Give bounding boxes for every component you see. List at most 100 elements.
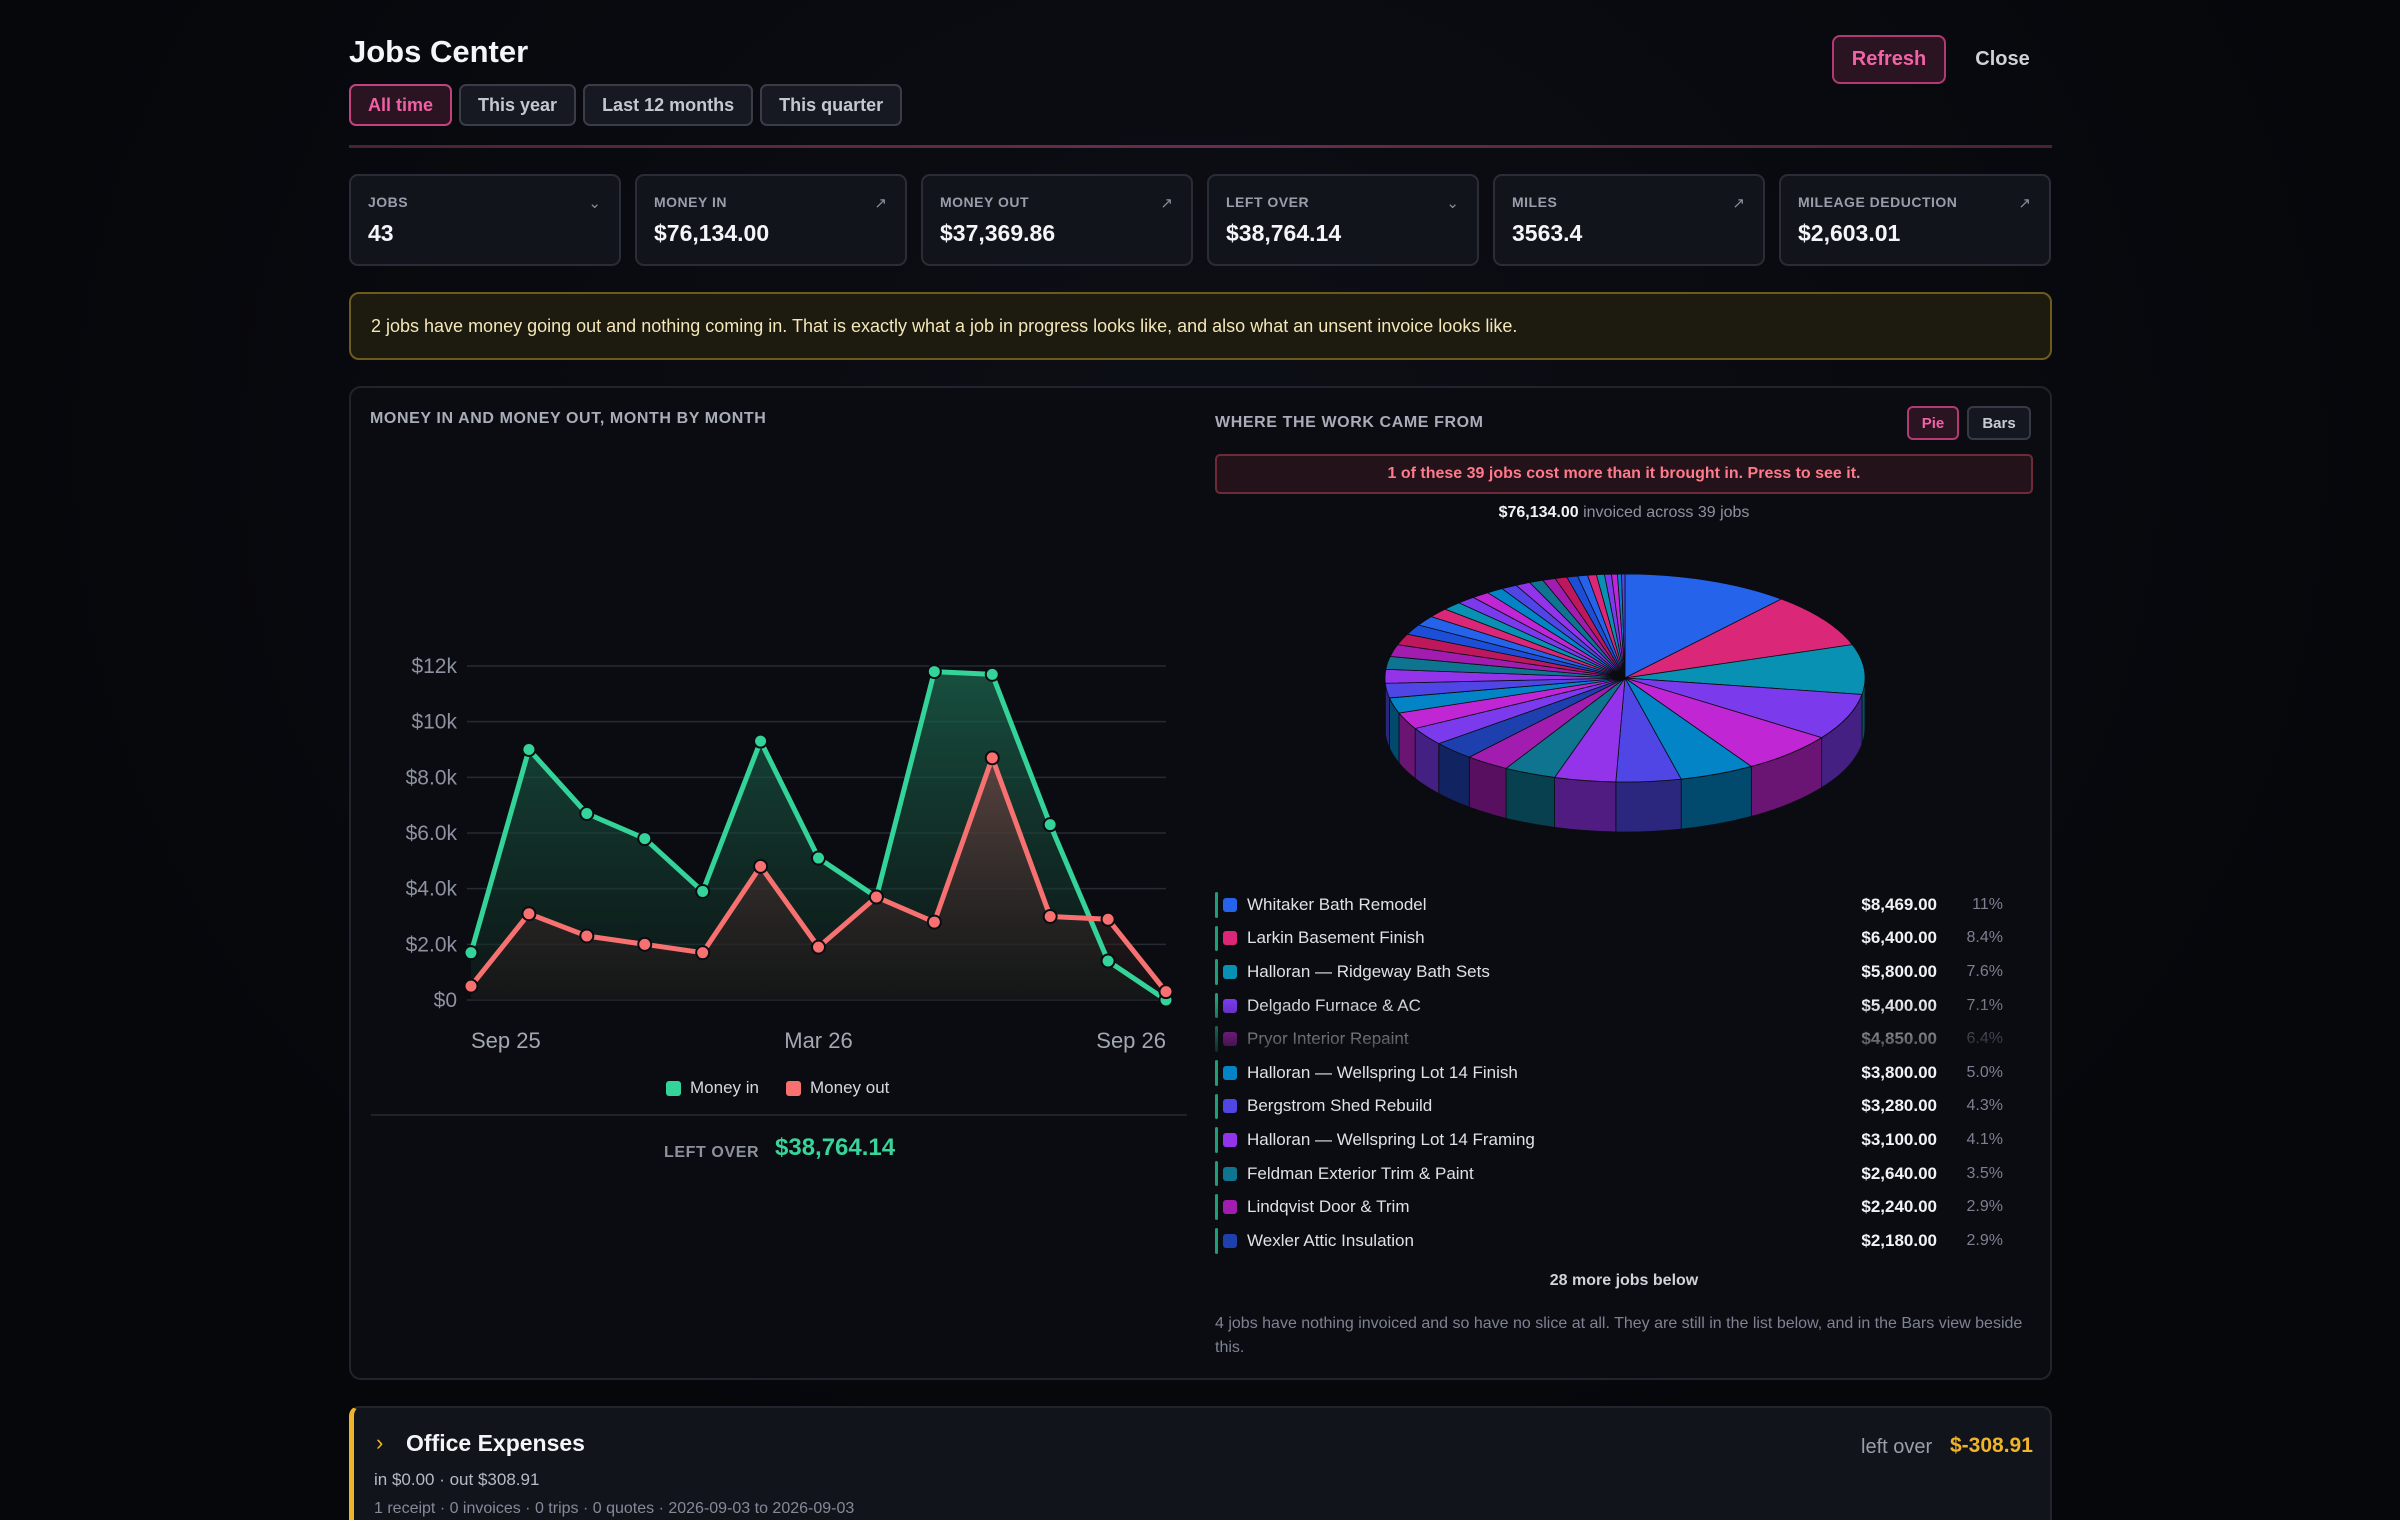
bars-view-toggle[interactable]: Bars <box>1967 406 2031 440</box>
job-accent <box>1215 1227 1218 1254</box>
invoiced-suffix: invoiced across 39 jobs <box>1578 504 1750 521</box>
job-row[interactable]: Larkin Basement Finish $6,400.00 8.4% <box>1215 922 2033 956</box>
job-amount: $5,400.00 <box>1861 995 1937 1015</box>
job-amount: $3,800.00 <box>1861 1062 1937 1082</box>
pie-slice <box>1624 574 1783 679</box>
series-area-money-out <box>471 757 1166 1000</box>
job-row[interactable]: Feldman Exterior Trim & Paint $2,640.00 3.… <box>1215 1157 2033 1191</box>
pie-slice-side <box>1554 776 1617 833</box>
tab-last-12-months[interactable]: Last 12 months <box>583 84 754 126</box>
header-divider <box>349 145 2052 148</box>
loss-alert[interactable]: 1 of these 39 jobs cost more than it bro… <box>1215 454 2033 494</box>
data-point <box>579 806 595 822</box>
job-name: Pryor Interior Repaint <box>1247 1029 1409 1049</box>
job-row[interactable]: Halloran — Wellspring Lot 14 Finish $3,80… <box>1215 1056 2033 1090</box>
job-amount: $3,280.00 <box>1861 1096 1937 1116</box>
job-accent <box>1215 1026 1218 1052</box>
job-accent <box>1215 1160 1218 1187</box>
legend-label: Money in <box>690 1078 759 1097</box>
legend-label: Money out <box>810 1078 890 1097</box>
stat-money-in[interactable]: MONEY IN $76,134.00 ↗ <box>635 174 907 266</box>
job-row[interactable]: Halloran — Ridgeway Bath Sets $5,800.00 7.… <box>1215 955 2033 989</box>
office-meta: 1 receipt · 0 invoices · 0 trips · 0 quo… <box>374 1500 855 1517</box>
job-row[interactable]: Halloran — Wellspring Lot 14 Framing $3,1… <box>1215 1123 2033 1157</box>
job-name: Whitaker Bath Remodel <box>1247 894 1427 914</box>
job-swatch <box>1223 1233 1237 1248</box>
office-expenses-row[interactable]: › Office Expenses in $0.00 · out $308.91… <box>349 1406 2052 1520</box>
invoiced-total: $76,134.00 <box>1498 504 1579 521</box>
data-point <box>695 883 711 899</box>
job-swatch <box>1223 1065 1237 1080</box>
job-accent <box>1215 925 1218 952</box>
data-point <box>521 742 537 757</box>
stat-label: MONEY OUT <box>940 194 1030 210</box>
y-tick-label: $0 <box>434 989 457 1012</box>
tab-all-time[interactable]: All time <box>349 84 453 126</box>
stat-value: $37,369.86 <box>940 220 1056 246</box>
data-point <box>695 945 711 961</box>
job-amount: $8,469.00 <box>1861 894 1937 914</box>
job-name: Larkin Basement Finish <box>1247 928 1425 948</box>
job-accent <box>1215 1127 1218 1153</box>
data-point <box>521 906 537 922</box>
data-point <box>1042 909 1058 924</box>
jobs-list: Whitaker Bath Remodel $8,469.00 11% Larkin … <box>1215 888 2033 1258</box>
job-accent <box>1215 892 1218 918</box>
job-amount: $6,400.00 <box>1861 928 1937 948</box>
close-button[interactable]: Close <box>1975 48 2030 70</box>
data-point <box>926 914 942 930</box>
data-point <box>1158 984 1174 1000</box>
job-amount: $2,640.00 <box>1861 1163 1937 1183</box>
tab-this-quarter[interactable]: This quarter <box>760 84 903 126</box>
sources-footnote: 4 jobs have nothing invoiced and so have… <box>1215 1315 2023 1356</box>
job-accent <box>1215 992 1218 1019</box>
data-point <box>637 831 653 847</box>
job-name: Lindqvist Door & Trim <box>1247 1197 1410 1217</box>
job-name: Wexler Attic Insulation <box>1247 1230 1414 1250</box>
job-name: Halloran — Wellspring Lot 14 Finish <box>1247 1062 1518 1082</box>
job-name: Halloran — Ridgeway Bath Sets <box>1247 961 1490 981</box>
y-tick-label: $2.0k <box>406 933 458 956</box>
trend-chart: $0 $2.0k $4.0k $6.0k $8.0k $10k $12k Sep 25 Mar … <box>406 655 1174 1053</box>
data-point <box>811 850 826 866</box>
tab-this-year[interactable]: This year <box>459 84 577 126</box>
data-point <box>463 945 479 961</box>
overview-card: MONEY IN AND MONEY OUT, MONTH BY MONTH $… <box>349 386 2052 1380</box>
refresh-button[interactable]: Refresh <box>1832 35 1946 84</box>
data-point <box>926 664 942 680</box>
job-percent: 2.9% <box>1966 1231 2003 1249</box>
stat-miles[interactable]: MILES 3563.4 ↗ <box>1493 174 1765 266</box>
y-tick-label: $6.0k <box>406 822 458 845</box>
job-amount: $2,240.00 <box>1861 1197 1937 1217</box>
stat-money-out[interactable]: MONEY OUT $37,369.86 ↗ <box>921 174 1193 266</box>
leftover-label: LEFT OVER <box>664 1144 760 1161</box>
job-row[interactable]: Delgado Furnace & AC $5,400.00 7.1% <box>1215 989 2033 1023</box>
y-tick-label: $4.0k <box>406 878 458 901</box>
stat-jobs[interactable]: JOBS 43 ⌄ <box>349 174 621 266</box>
more-jobs-link[interactable]: 28 more jobs below <box>1549 1272 1699 1289</box>
job-swatch <box>1223 1166 1237 1181</box>
job-row[interactable]: Wexler Attic Insulation $2,180.00 2.9% <box>1215 1224 2033 1258</box>
chevron-right-icon[interactable]: › <box>376 1430 384 1455</box>
job-name: Halloran — Wellspring Lot 14 Framing <box>1247 1129 1535 1149</box>
pie-slice <box>1624 677 1863 739</box>
job-row[interactable]: Pryor Interior Repaint $4,850.00 6.4% <box>1215 1022 2033 1056</box>
stat-mileage-deduction[interactable]: MILEAGE DEDUCTION $2,603.01 ↗ <box>1779 174 2051 266</box>
stat-value: 43 <box>368 220 394 246</box>
pie-view-toggle[interactable]: Pie <box>1907 406 1959 440</box>
trend-chart-title: MONEY IN AND MONEY OUT, MONTH BY MONTH <box>370 410 767 427</box>
job-row[interactable]: Lindqvist Door & Trim $2,240.00 2.9% <box>1215 1190 2033 1224</box>
stat-label: JOBS <box>368 194 409 210</box>
job-row[interactable]: Bergstrom Shed Rebuild $3,280.00 4.3% <box>1215 1090 2033 1124</box>
data-point <box>637 936 653 952</box>
job-swatch <box>1223 1099 1237 1114</box>
stat-left-over[interactable]: LEFT OVER $38,764.14 ⌄ <box>1207 174 1479 266</box>
data-point <box>868 889 884 905</box>
job-percent: 8.4% <box>1966 929 2003 947</box>
job-row[interactable]: Whitaker Bath Remodel $8,469.00 11% <box>1215 888 2033 922</box>
legend-money-in: Money in <box>666 1078 759 1098</box>
job-accent <box>1215 1093 1218 1120</box>
job-amount: $5,800.00 <box>1861 961 1937 981</box>
job-name: Feldman Exterior Trim & Paint <box>1247 1163 1474 1183</box>
leftover-value: $38,764.14 <box>775 1134 896 1161</box>
